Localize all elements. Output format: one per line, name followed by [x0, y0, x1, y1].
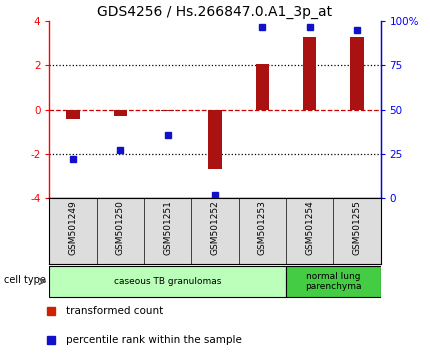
Bar — [67, 110, 80, 119]
Text: GSM501253: GSM501253 — [258, 200, 267, 255]
Text: GSM501252: GSM501252 — [211, 200, 219, 255]
Bar — [161, 110, 174, 111]
Text: GSM501250: GSM501250 — [116, 200, 125, 255]
Text: cell type: cell type — [4, 275, 46, 285]
Text: caseous TB granulomas: caseous TB granulomas — [114, 277, 221, 286]
Text: GSM501249: GSM501249 — [69, 200, 77, 255]
Title: GDS4256 / Hs.266847.0.A1_3p_at: GDS4256 / Hs.266847.0.A1_3p_at — [98, 5, 332, 19]
Bar — [256, 64, 269, 110]
Text: GSM501251: GSM501251 — [163, 200, 172, 255]
Bar — [286, 266, 381, 297]
Text: GSM501254: GSM501254 — [305, 200, 314, 255]
Bar — [303, 37, 316, 110]
Bar — [49, 266, 286, 297]
Bar — [209, 110, 221, 170]
Text: transformed count: transformed count — [66, 306, 163, 316]
Text: percentile rank within the sample: percentile rank within the sample — [66, 335, 242, 345]
Bar — [114, 110, 127, 116]
Bar — [350, 37, 363, 110]
Text: normal lung
parenchyma: normal lung parenchyma — [305, 272, 362, 291]
Text: GSM501255: GSM501255 — [353, 200, 361, 255]
